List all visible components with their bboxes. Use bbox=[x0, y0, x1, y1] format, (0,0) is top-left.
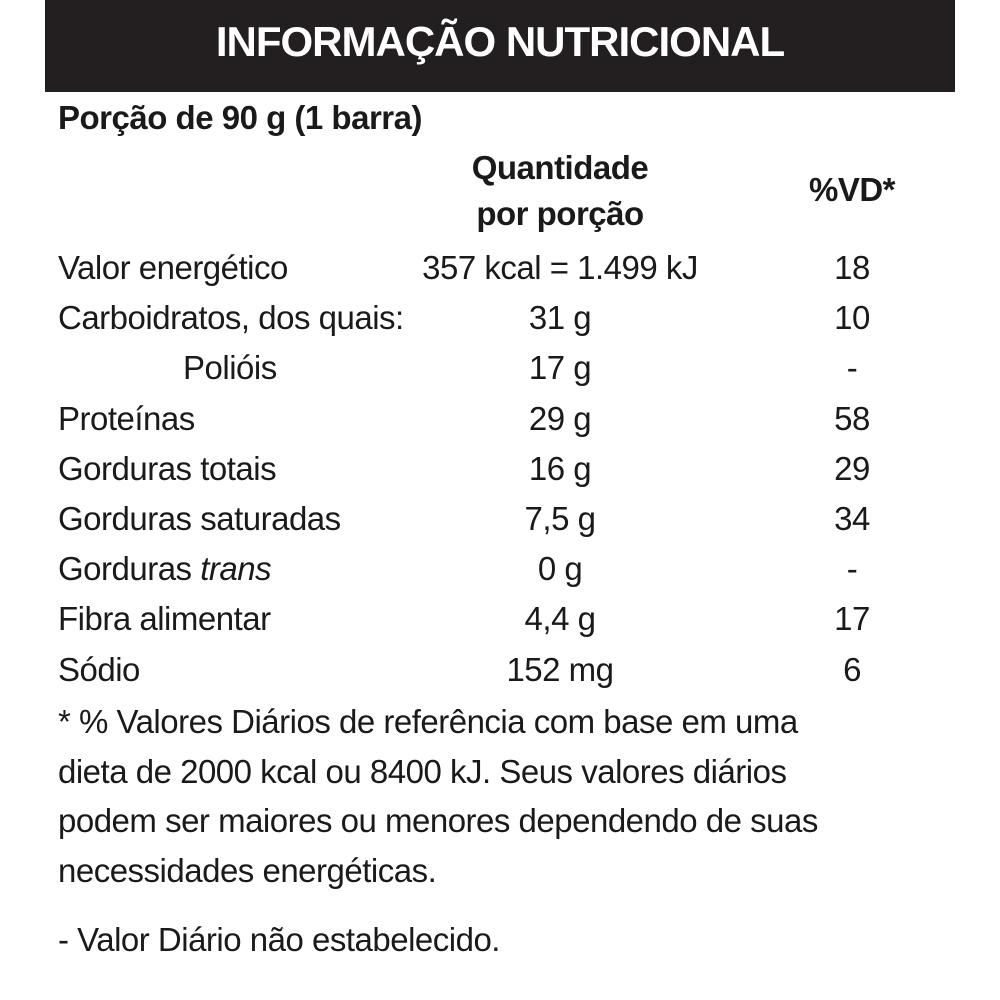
label-text: Gorduras totais bbox=[58, 449, 277, 487]
footnote-line: dieta de 2000 kcal ou 8400 kJ. Seus valo… bbox=[58, 752, 787, 790]
row-dv: 29 bbox=[834, 449, 870, 487]
row-amount: 7,5 g bbox=[524, 500, 596, 537]
row-label: Proteínas bbox=[58, 399, 195, 439]
label-text: Fibra alimentar bbox=[58, 600, 271, 638]
label-text: Proteínas bbox=[58, 399, 195, 437]
row-amount: 152 mg bbox=[506, 650, 614, 688]
row-label: Polióis bbox=[183, 348, 277, 388]
row-dv: 18 bbox=[834, 249, 870, 286]
note: - Valor Diário não estabelecido. bbox=[58, 921, 500, 958]
label-italic: trans bbox=[200, 550, 272, 588]
col-amount: Quantidade bbox=[471, 149, 649, 186]
footnote-line: necessidades energéticas. bbox=[58, 851, 437, 889]
row-dv: 6 bbox=[843, 650, 861, 688]
row-amount: 29 g bbox=[528, 399, 592, 437]
label-text: Sódio bbox=[58, 650, 140, 688]
row-label: Valor energético bbox=[58, 248, 288, 288]
label-text: Carboidratos, dos quais: bbox=[58, 299, 404, 337]
row-label: Gorduras saturadas bbox=[58, 499, 341, 539]
row-amount: 0 g bbox=[537, 550, 583, 588]
footnote-line: podem ser maiores ou menores dependendo … bbox=[58, 802, 818, 839]
row-label: Fibra alimentar bbox=[58, 599, 271, 639]
serving: Porção de 90 g (1 barra) bbox=[58, 99, 422, 136]
row-amount: 31 g bbox=[528, 299, 592, 337]
row-amount: 17 g bbox=[528, 349, 592, 387]
row-dv: 58 bbox=[834, 399, 870, 437]
footnote-line: * % Valores Diários de referência com ba… bbox=[58, 703, 798, 740]
row-dv: 10 bbox=[834, 299, 870, 337]
title: INFORMAÇÃO NUTRICIONAL bbox=[215, 18, 785, 65]
label-text: Polióis bbox=[183, 349, 277, 387]
row-label: Carboidratos, dos quais: bbox=[58, 298, 404, 338]
row-dv: - bbox=[846, 550, 858, 588]
row-dv: 17 bbox=[834, 600, 870, 638]
header-bar bbox=[45, 0, 955, 92]
row-amount: 16 g bbox=[528, 449, 592, 487]
col-amount: por porção bbox=[476, 195, 644, 232]
label-text: Valor energético bbox=[58, 249, 288, 286]
row-label: Gorduras trans bbox=[58, 549, 272, 589]
row-label: Gorduras totais bbox=[58, 449, 277, 489]
row-dv: 34 bbox=[834, 500, 870, 537]
label-text: Gorduras bbox=[58, 550, 192, 588]
row-amount: 357 kcal = 1.499 kJ bbox=[422, 249, 698, 286]
label-text: Gorduras saturadas bbox=[58, 500, 341, 537]
row-amount: 4,4 g bbox=[524, 600, 596, 638]
col-dv: %VD* bbox=[808, 171, 896, 208]
row-label: Sódio bbox=[58, 650, 140, 690]
row-dv: - bbox=[846, 349, 858, 387]
